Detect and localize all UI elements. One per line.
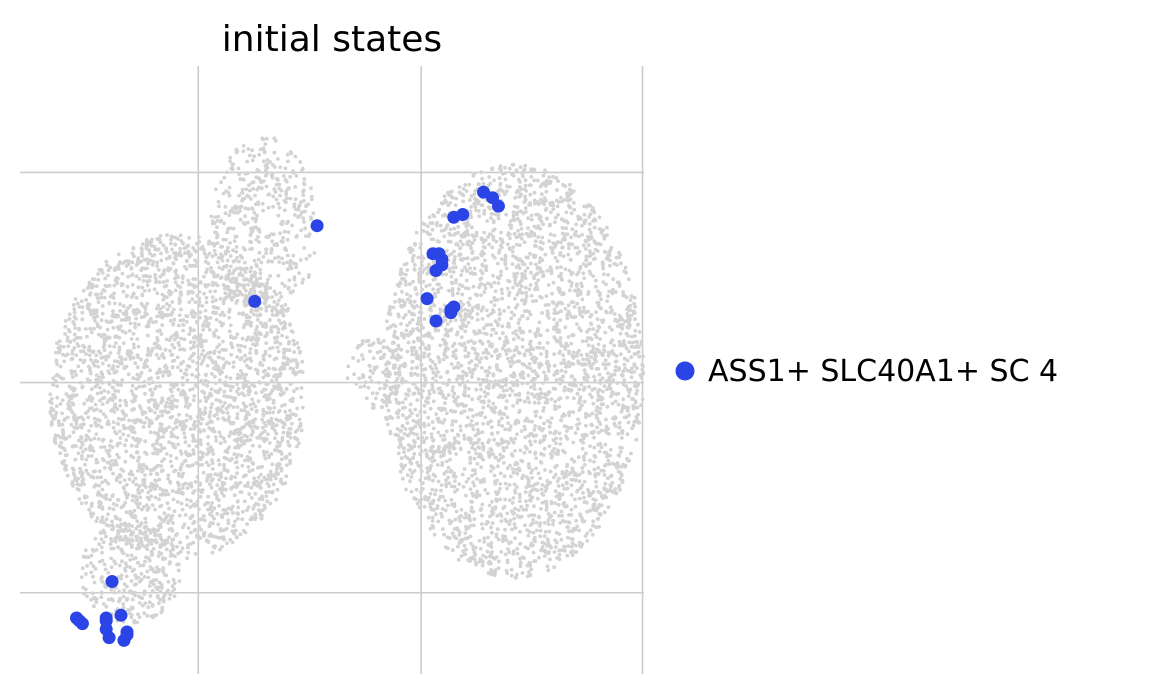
series-point bbox=[432, 247, 446, 261]
legend: ASS1+ SLC40A1+ SC 4 bbox=[675, 354, 1058, 389]
series-point bbox=[486, 191, 499, 205]
series-point bbox=[444, 306, 458, 320]
legend-marker bbox=[675, 361, 695, 381]
series-point bbox=[99, 614, 113, 628]
series-point bbox=[420, 292, 434, 306]
series-point bbox=[429, 264, 443, 277]
series-point bbox=[429, 314, 443, 328]
series-point bbox=[105, 575, 119, 588]
series-point bbox=[310, 219, 324, 233]
series-point bbox=[102, 631, 116, 645]
series-point bbox=[456, 208, 470, 221]
legend-label: ASS1+ SLC40A1+ SC 4 bbox=[708, 354, 1058, 389]
highlight-points bbox=[70, 185, 505, 647]
series-point bbox=[114, 608, 128, 622]
background-points bbox=[48, 136, 646, 625]
series-point bbox=[120, 628, 134, 642]
series-point bbox=[70, 611, 83, 625]
chart-title: initial states bbox=[222, 19, 442, 60]
series-point bbox=[248, 294, 262, 308]
